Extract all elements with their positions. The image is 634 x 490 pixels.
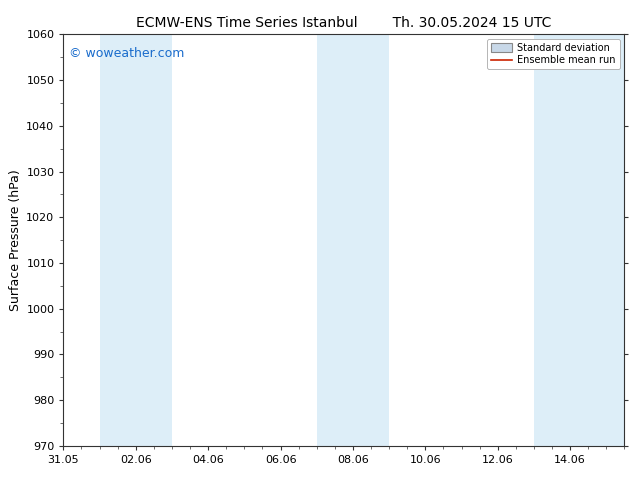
- Y-axis label: Surface Pressure (hPa): Surface Pressure (hPa): [9, 169, 22, 311]
- Bar: [534, 34, 624, 446]
- Title: ECMW-ENS Time Series Istanbul        Th. 30.05.2024 15 UTC: ECMW-ENS Time Series Istanbul Th. 30.05.…: [136, 16, 552, 30]
- Bar: [100, 34, 172, 446]
- Bar: [317, 34, 389, 446]
- Text: © woweather.com: © woweather.com: [69, 47, 184, 60]
- Legend: Standard deviation, Ensemble mean run: Standard deviation, Ensemble mean run: [487, 39, 619, 70]
